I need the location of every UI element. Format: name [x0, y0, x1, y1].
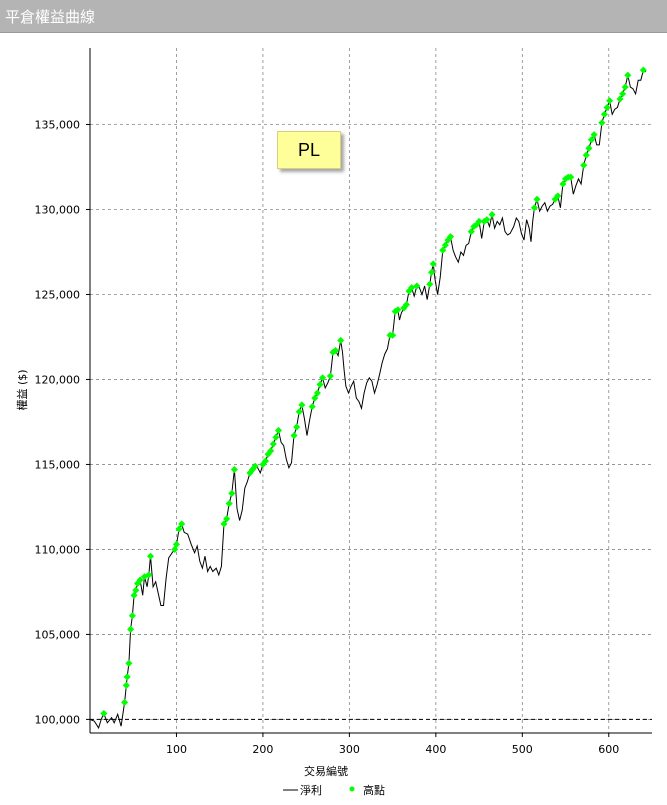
net-profit-line [89, 69, 647, 730]
high-point-marker [293, 423, 301, 431]
high-point-marker [228, 489, 236, 497]
legend: 淨利 高點 [283, 783, 385, 797]
window-title: 平倉權益曲線 [5, 8, 96, 26]
y-tick-label: 120,000 [35, 373, 81, 386]
y-tick-label: 125,000 [35, 288, 81, 301]
high-point-marker [128, 612, 136, 620]
legend-marker-swatch [349, 786, 355, 792]
high-point-marker [261, 457, 270, 465]
y-axis-title: 權益 ($) [15, 369, 29, 410]
high-point-marker [394, 306, 402, 314]
high-point-marker [585, 144, 593, 152]
high-point-marker [413, 282, 421, 290]
y-tick-label: 115,000 [35, 458, 81, 471]
high-point-marker [125, 659, 133, 667]
high-point-marker [272, 433, 280, 441]
high-point-marker [587, 136, 596, 144]
high-point-marker [295, 408, 303, 416]
x-tick-labels: 100 200 300 400 500 600 [166, 743, 619, 756]
high-point-marker [298, 401, 306, 409]
high-point-marker [483, 216, 491, 224]
high-point-marker [447, 233, 455, 241]
high-point-marker [269, 440, 277, 448]
high-point-marker [402, 301, 410, 309]
high-point-marker [598, 119, 606, 127]
high-point-marker [590, 131, 598, 139]
high-point-marker [172, 540, 180, 548]
high-point-marker [567, 173, 575, 181]
high-point-marker [225, 499, 233, 508]
high-point-marker [619, 90, 627, 98]
high-point-marker [582, 151, 590, 159]
x-tick-label: 100 [166, 743, 187, 756]
high-point-marker [100, 709, 108, 717]
high-point-marker [267, 447, 275, 455]
legend-high-label: 高點 [363, 783, 385, 797]
high-point-marker [146, 552, 155, 560]
x-tick-label: 600 [598, 743, 619, 756]
high-point-marker [145, 571, 153, 579]
title-bar: 平倉權益曲線 [0, 0, 667, 33]
high-point-marker [122, 681, 130, 689]
x-axis-title: 交易編號 [304, 764, 348, 778]
high-point-marker [127, 625, 135, 633]
high-point-marker [427, 268, 436, 276]
high-point-marker [251, 462, 259, 470]
high-point-marker [274, 426, 283, 434]
y-tick-label: 135,000 [35, 118, 81, 131]
x-tick-label: 300 [339, 743, 360, 756]
high-point-marker [603, 103, 611, 112]
high-point-marker [220, 520, 228, 528]
y-tick-label: 130,000 [35, 203, 81, 216]
high-point-marker [223, 515, 231, 523]
high-point-marker [308, 403, 316, 411]
high-point-marker [488, 211, 496, 219]
high-point-marker [580, 161, 588, 169]
high-point-marker [439, 246, 447, 254]
high-point-marker [467, 228, 475, 236]
x-tick-label: 200 [252, 743, 273, 756]
y-tick-label: 110,000 [35, 543, 81, 556]
high-point-marker [530, 204, 538, 212]
high-point-marker [389, 331, 397, 339]
high-point-marker [121, 698, 129, 706]
high-point-marker [616, 95, 624, 103]
high-point-markers [100, 66, 647, 717]
high-point-marker [559, 180, 567, 188]
high-point-marker [132, 586, 140, 594]
high-point-marker [123, 673, 131, 681]
high-point-marker [441, 241, 449, 249]
high-point-marker [621, 83, 629, 91]
high-point-marker [475, 217, 483, 225]
y-tick-label: 100,000 [35, 713, 81, 726]
high-point-marker [332, 347, 340, 355]
high-point-marker [533, 195, 541, 203]
high-point-marker [230, 466, 238, 474]
y-tick-label: 105,000 [35, 628, 81, 641]
high-point-marker [426, 280, 434, 288]
y-tick-labels: 100,000 105,000 110,000 115,000 120,000 125,0… [35, 118, 81, 726]
high-point-marker [136, 576, 144, 584]
high-point-marker [326, 372, 334, 380]
high-point-marker [316, 381, 324, 389]
legend-net-label: 淨利 [300, 784, 322, 797]
high-point-marker [606, 97, 614, 105]
pl-annotation: PL [277, 131, 341, 169]
high-point-marker [178, 520, 186, 528]
high-point-marker [429, 260, 437, 268]
high-point-marker [290, 432, 298, 440]
high-point-marker [600, 110, 608, 118]
high-point-marker [319, 374, 327, 382]
high-point-marker [624, 71, 632, 79]
x-tick-label: 400 [425, 743, 446, 756]
high-point-marker [337, 336, 345, 344]
high-point-marker [313, 389, 321, 397]
high-point-marker [175, 525, 183, 533]
high-point-marker [311, 394, 319, 402]
x-tick-label: 500 [512, 743, 533, 756]
high-point-marker [639, 66, 647, 74]
grid-lines [86, 48, 652, 737]
high-point-marker [554, 192, 562, 200]
